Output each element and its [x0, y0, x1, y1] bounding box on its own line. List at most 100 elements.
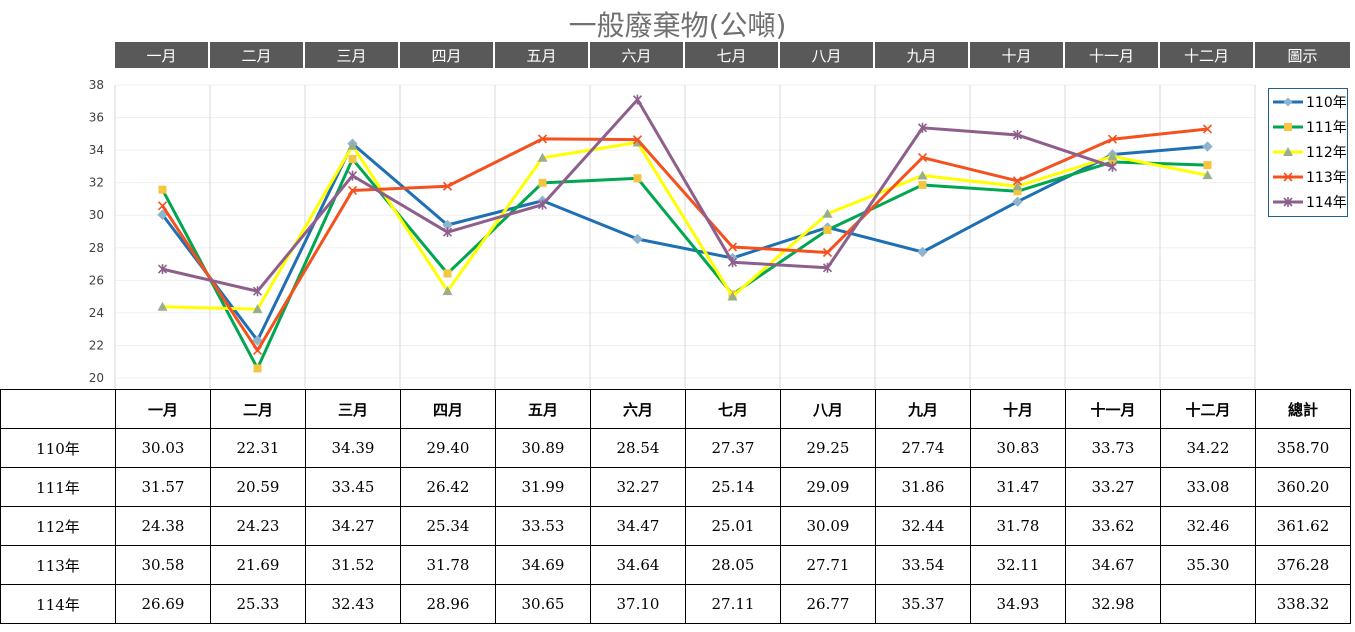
data-point-111年-2: [253, 364, 262, 373]
legend-item-114年: 114年: [1269, 189, 1347, 214]
table-cell: 20.59: [210, 467, 306, 507]
table-cell: 33.45: [305, 467, 401, 507]
y-tick-label: 30: [89, 208, 104, 222]
table-cell: 31.52: [305, 545, 401, 585]
table-cell: 32.44: [875, 506, 971, 546]
table-cell: 27.74: [875, 428, 971, 468]
table-header-month: 四月: [400, 389, 496, 429]
table-cell: 32.46: [1160, 506, 1256, 546]
table-cell: 32.27: [590, 467, 686, 507]
legend-label: 113年: [1306, 169, 1347, 186]
table-cell: 31.86: [875, 467, 971, 507]
month-header-9: 九月: [875, 42, 970, 68]
data-point-113年-10: [1012, 176, 1023, 186]
table-header-month: 二月: [210, 389, 306, 429]
y-tick-label: 32: [89, 176, 104, 190]
table-cell: 30.58: [115, 545, 211, 585]
table-cell: 31.78: [970, 506, 1066, 546]
data-point-113年-9: [917, 153, 928, 163]
table-cell: 30.65: [495, 584, 591, 624]
table-cell: 31.99: [495, 467, 591, 507]
data-point-114年-11: [1107, 161, 1118, 172]
table-cell: 30.03: [115, 428, 211, 468]
data-point-110年-2: [252, 335, 263, 346]
table-cell: 34.67: [1065, 545, 1161, 585]
legend-swatch: [1273, 171, 1303, 182]
data-point-114年-2: [252, 286, 263, 297]
legend-item-113年: 113年: [1269, 164, 1347, 189]
table-total-cell: 376.28: [1255, 545, 1351, 585]
y-tick-label: 38: [89, 78, 104, 92]
data-point-113年-7: [727, 242, 738, 252]
table-cell: 33.53: [495, 506, 591, 546]
data-point-112年-5: [537, 152, 548, 162]
legend-item-112年: 112年: [1269, 139, 1347, 164]
table-cell: 32.43: [305, 584, 401, 624]
table-header-month: 十二月: [1160, 389, 1256, 429]
data-point-111年-4: [443, 269, 452, 278]
table-row-label: 111年: [0, 467, 116, 507]
table-row: 113年 30.58 21.69 31.52 31.78 34.69 34.64 28.05 2…: [0, 545, 1351, 585]
table-row: 111年 31.57 20.59 33.45 26.42 31.99 32.27 25.14 2…: [0, 467, 1351, 507]
table-total-cell: 360.20: [1255, 467, 1351, 507]
table-total-cell: 358.70: [1255, 428, 1351, 468]
table-cell: 25.01: [685, 506, 781, 546]
table-row: 114年 26.69 25.33 32.43 28.96 30.65 37.10 27.11 2…: [0, 584, 1351, 624]
month-header-8: 八月: [780, 42, 875, 68]
legend-item-111年: 111年: [1269, 114, 1347, 139]
table-cell: [1160, 584, 1256, 624]
data-point-111年-3: [348, 155, 357, 164]
table-cell: 26.77: [780, 584, 876, 624]
line-chart: 20 22 24 26 28 30 32 34 36 38: [89, 78, 1256, 388]
y-tick-label: 24: [89, 306, 104, 320]
table-cell: 31.57: [115, 467, 211, 507]
table-cell: 27.37: [685, 428, 781, 468]
table-total-cell: 361.62: [1255, 506, 1351, 546]
table-header-total: 總計: [1255, 389, 1351, 429]
data-point-110年-6: [632, 233, 643, 245]
table-cell: 34.64: [590, 545, 686, 585]
table-cell: 29.25: [780, 428, 876, 468]
chart-legend: 110年 111年 112年 113年 114年: [1268, 88, 1348, 217]
legend-label: 112年: [1306, 144, 1347, 161]
table-cell: 25.33: [210, 584, 306, 624]
data-point-113年-2: [252, 345, 263, 356]
data-point-113年-8: [822, 247, 833, 258]
table-cell: 25.34: [400, 506, 496, 546]
series-line-112年: [162, 140, 1208, 311]
table-cell: 34.39: [305, 428, 401, 468]
data-point-112年-3: [347, 140, 358, 150]
table-cell: 34.93: [970, 584, 1066, 624]
data-point-113年-5: [537, 134, 548, 144]
table-cell: 27.71: [780, 545, 876, 585]
table-row-label: 113年: [0, 545, 116, 585]
table-cell: 33.62: [1065, 506, 1161, 546]
table-cell: 21.69: [210, 545, 306, 585]
data-point-113年-3: [347, 185, 358, 196]
legend-swatch: [1273, 196, 1303, 207]
table-cell: 31.78: [400, 545, 496, 585]
y-tick-label: 20: [89, 371, 104, 385]
data-point-111年-9: [918, 180, 927, 189]
data-point-111年-10: [1013, 187, 1022, 196]
table-cell: 27.11: [685, 584, 781, 624]
y-tick-label: 22: [89, 338, 104, 352]
month-header-1: 一月: [115, 42, 210, 68]
legend-swatch: [1273, 146, 1303, 156]
data-table: 一月 二月 三月 四月 五月 六月 七月 八月 九月 十月 十一月 十二月 總計 110年 30.03 22.…: [0, 389, 1351, 624]
month-header-6: 六月: [590, 42, 685, 68]
month-header-5: 五月: [495, 42, 590, 68]
table-row: 112年 24.38 24.23 34.27 25.34 33.53 34.47 25.01 3…: [0, 506, 1351, 546]
table-cell: 32.98: [1065, 584, 1161, 624]
legend-header: 圖示: [1255, 42, 1350, 68]
y-tick-label: 36: [89, 111, 104, 125]
table-cell: 28.96: [400, 584, 496, 624]
table-corner-cell: [0, 389, 116, 429]
table-cell: 33.08: [1160, 467, 1256, 507]
table-cell: 35.37: [875, 584, 971, 624]
data-point-110年-9: [917, 246, 928, 258]
table-cell: 28.05: [685, 545, 781, 585]
data-point-112年-7: [727, 291, 738, 301]
table-total-cell: 338.32: [1255, 584, 1351, 624]
data-point-114年-9: [917, 122, 928, 133]
